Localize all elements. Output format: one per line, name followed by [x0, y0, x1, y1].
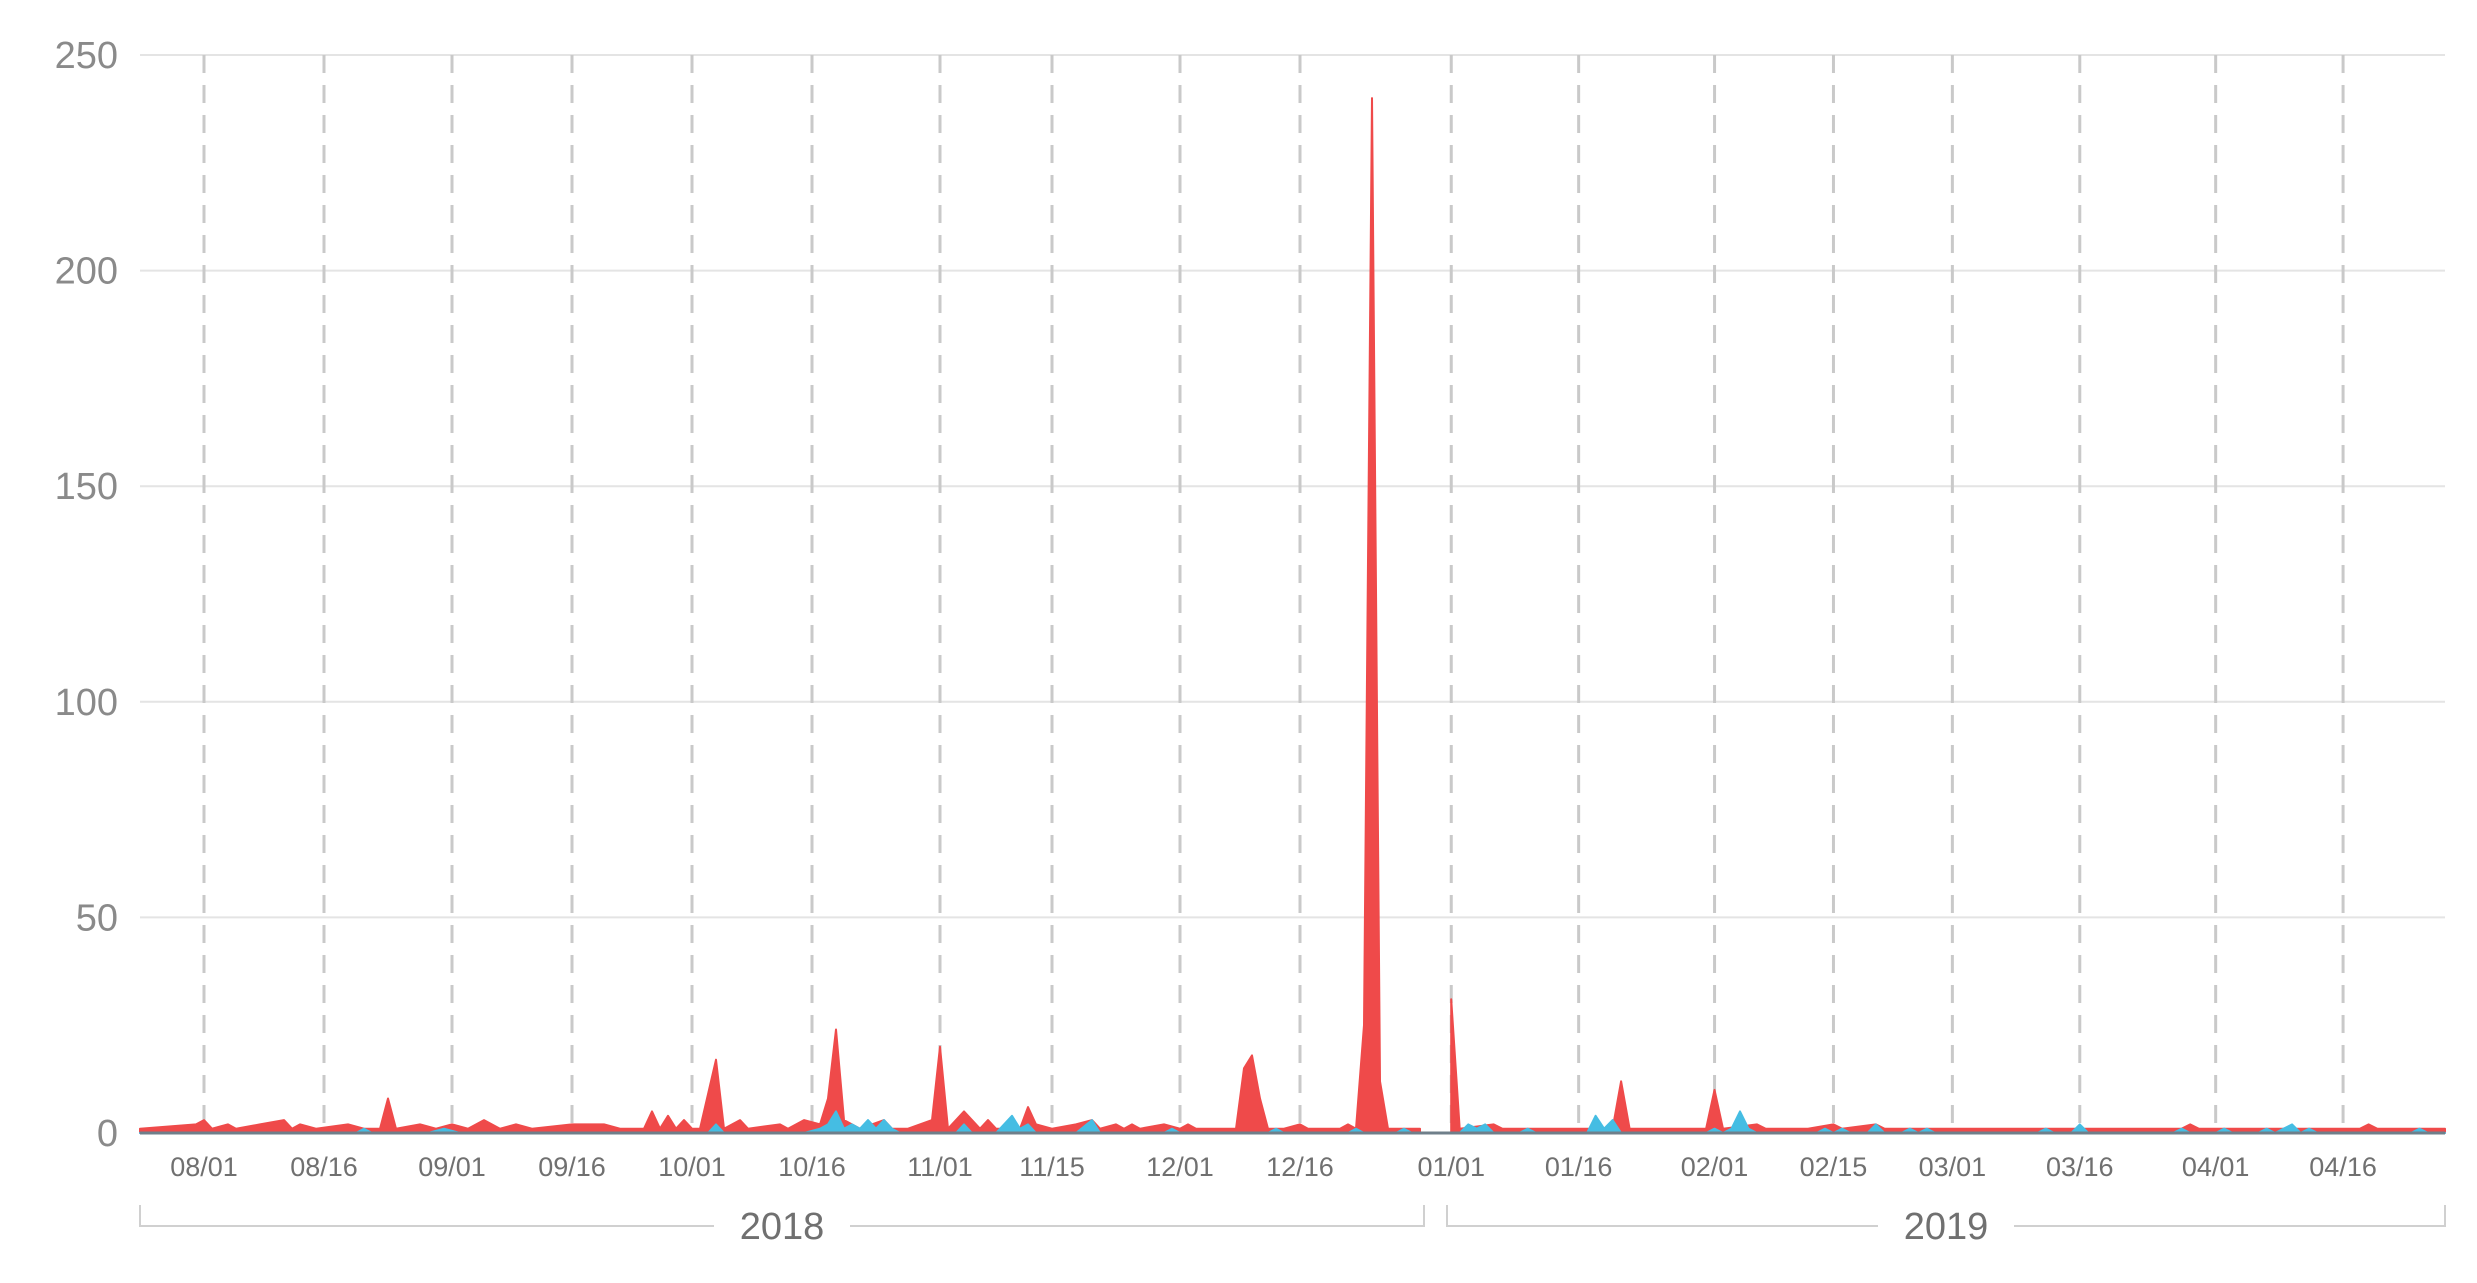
x-tick-label: 08/16: [290, 1152, 358, 1182]
x-tick-label: 01/01: [1417, 1152, 1485, 1182]
y-tick-label: 50: [76, 897, 118, 939]
x-tick-label: 01/16: [1545, 1152, 1613, 1182]
series-area-1: [1458, 1110, 2446, 1134]
y-tick-label: 150: [55, 466, 118, 508]
series-area-0: [139, 97, 1421, 1134]
series-layer: [139, 97, 2446, 1134]
x-tick-label: 02/01: [1681, 1152, 1749, 1182]
x-tick-label: 02/15: [1800, 1152, 1868, 1182]
series-area-0: [1450, 998, 2446, 1134]
x-tick-label: 11/15: [1019, 1152, 1085, 1182]
x-tick-label: 10/16: [778, 1152, 846, 1182]
x-tick-label: 03/16: [2046, 1152, 2114, 1182]
year-bracket-right: [850, 1205, 1425, 1227]
x-tick-label: 04/01: [2182, 1152, 2250, 1182]
y-tick-label: 100: [55, 682, 118, 724]
x-tick-label: 12/16: [1266, 1152, 1334, 1182]
year-bracket-left: [1446, 1205, 1878, 1227]
x-tick-label: 09/16: [538, 1152, 606, 1182]
x-tick-label: 09/01: [418, 1152, 486, 1182]
y-tick-label: 250: [55, 35, 118, 77]
x-tick-label: 04/16: [2309, 1152, 2377, 1182]
x-tick-label: 12/01: [1146, 1152, 1214, 1182]
year-bracket-right: [2014, 1205, 2446, 1227]
axes-layer: 0 50 100 150 200 250 08/01 08/16 09/01 09/16 10/01…: [55, 35, 2446, 1248]
year-bracket-left: [139, 1205, 714, 1227]
series-area-1: [139, 1110, 1413, 1134]
year-label: 2018: [740, 1206, 825, 1248]
grid-layer: [140, 54, 2445, 1134]
x-tick-label: 03/01: [1919, 1152, 1987, 1182]
x-tick-label: 08/01: [170, 1152, 238, 1182]
x-tick-label: 11/01: [907, 1152, 973, 1182]
y-tick-label: 200: [55, 251, 118, 293]
y-tick-label: 0: [97, 1113, 118, 1155]
x-tick-label: 10/01: [658, 1152, 726, 1182]
year-label: 2019: [1904, 1206, 1989, 1248]
